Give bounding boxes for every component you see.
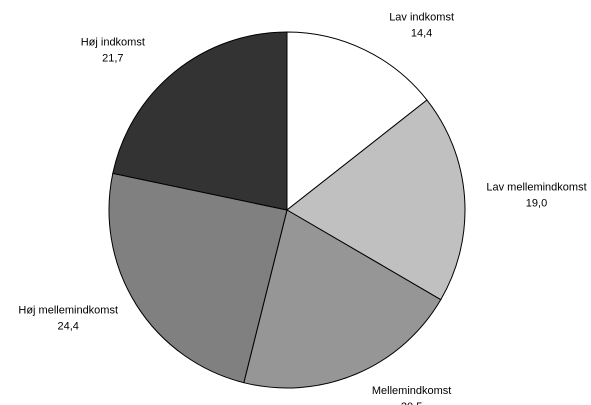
- slice-label: Lav mellemindkomst: [486, 182, 586, 194]
- slice-value: 21,7: [102, 53, 123, 65]
- slice-label: Lav indkomst: [389, 12, 454, 24]
- pie-slice: [108, 172, 288, 384]
- slice-value: 24,4: [58, 321, 79, 333]
- slice-value: 20,5: [401, 401, 422, 405]
- pie-slice: [112, 31, 288, 211]
- slice-label: Høj indkomst: [81, 37, 145, 49]
- pie-slice: [243, 209, 442, 389]
- slice-label: Høj mellemindkomst: [18, 305, 118, 317]
- slice-label: Mellemindkomst: [372, 385, 451, 397]
- pie-slice: [286, 99, 466, 301]
- slice-value: 14,4: [411, 28, 432, 40]
- pie-slice: [286, 31, 428, 212]
- slice-value: 19,0: [526, 198, 547, 210]
